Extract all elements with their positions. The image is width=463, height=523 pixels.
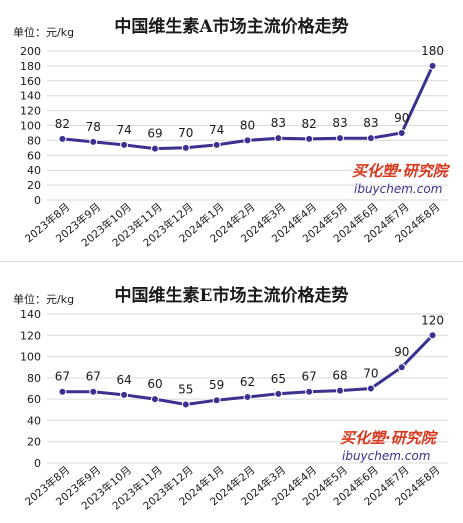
data-point [366,384,375,393]
data-point [212,140,221,149]
data-point [89,137,98,146]
data-point [58,134,67,143]
y-tick-label: 40 [27,164,41,177]
panel-divider [0,261,463,262]
data-point [397,363,406,372]
data-label: 90 [394,345,409,359]
y-tick-label: 20 [27,179,41,192]
data-point [120,390,129,399]
chart-title: 中国维生素A市场主流价格走势 [114,17,349,37]
y-tick-label: 180 [20,60,41,73]
watermark-brand: 买化塑·研究院 [340,429,439,447]
data-point [243,393,252,402]
data-label: 68 [332,369,347,383]
data-label: 55 [178,382,193,396]
y-tick-label: 0 [34,457,41,470]
data-label: 59 [209,378,224,392]
data-point [150,395,159,404]
data-label: 62 [240,375,255,389]
y-tick-label: 40 [27,414,41,427]
y-tick-label: 160 [20,75,41,88]
data-label: 70 [178,126,193,140]
data-label: 67 [302,370,317,384]
y-tick-label: 200 [20,45,41,58]
data-point [243,136,252,145]
y-tick-label: 0 [34,194,41,207]
y-tick-label: 140 [20,308,41,321]
data-label: 82 [302,117,317,131]
data-point [305,134,314,143]
data-point [181,143,190,152]
data-point [428,331,437,340]
data-point [397,128,406,137]
data-point [274,134,283,143]
data-point [274,389,283,398]
data-point [58,387,67,396]
y-tick-label: 60 [27,149,41,162]
data-label: 65 [271,372,286,386]
y-tick-label: 80 [27,134,41,147]
data-label: 78 [86,120,101,134]
data-point [428,61,437,70]
watermark-brand: 买化塑·研究院 [352,162,451,180]
y-tick-label: 80 [27,372,41,385]
data-label: 70 [363,367,378,381]
watermark-url: ibuychem.com [354,182,442,196]
data-point [336,386,345,395]
data-label: 74 [116,123,131,137]
data-label: 83 [363,116,378,130]
data-point [181,400,190,409]
data-label: 69 [147,127,162,141]
data-label: 80 [240,118,255,132]
y-tick-label: 120 [20,329,41,342]
watermark-url: ibuychem.com [342,449,430,463]
data-point [89,387,98,396]
data-label: 67 [55,370,70,384]
data-point [212,396,221,405]
data-label: 120 [421,313,444,327]
unit-label: 单位：元/kg [13,293,75,306]
vitamin-e-line-chart: 0 20 40 60 80 100 120 140 买化塑·研究院 ibuychem.com 67 6… [20,308,448,513]
y-tick-label: 140 [20,90,41,103]
data-label: 82 [55,117,70,131]
unit-label: 单位：元/kg [13,26,75,39]
y-tick-label: 100 [20,351,41,364]
data-point [366,134,375,143]
data-label: 64 [116,373,131,387]
vitamin-e-chart-panel: 中国维生素E市场主流价格走势 单位：元/kg 0 20 40 60 80 100 120 14… [0,263,463,523]
data-label: 90 [394,111,409,125]
vitamin-a-line-chart: 020406080100120140160180200买化塑·研究院ibuych… [20,44,451,250]
data-point [336,134,345,143]
data-label: 83 [271,116,286,130]
y-tick-label: 60 [27,393,41,406]
data-label: 60 [147,377,162,391]
data-point [120,140,129,149]
data-label: 67 [86,370,101,384]
y-tick-label: 100 [20,120,41,133]
y-tick-label: 120 [20,105,41,118]
y-tick-label: 20 [27,436,41,449]
data-label: 74 [209,123,224,137]
data-label: 83 [332,116,347,130]
chart-title: 中国维生素E市场主流价格走势 [114,286,349,306]
data-point [305,387,314,396]
data-label: 180 [421,44,444,58]
data-point [150,144,159,153]
vitamin-a-chart-panel: 中国维生素A市场主流价格走势 单位：元/kg 0 20 40 60 80 100 120 14… [0,0,463,260]
